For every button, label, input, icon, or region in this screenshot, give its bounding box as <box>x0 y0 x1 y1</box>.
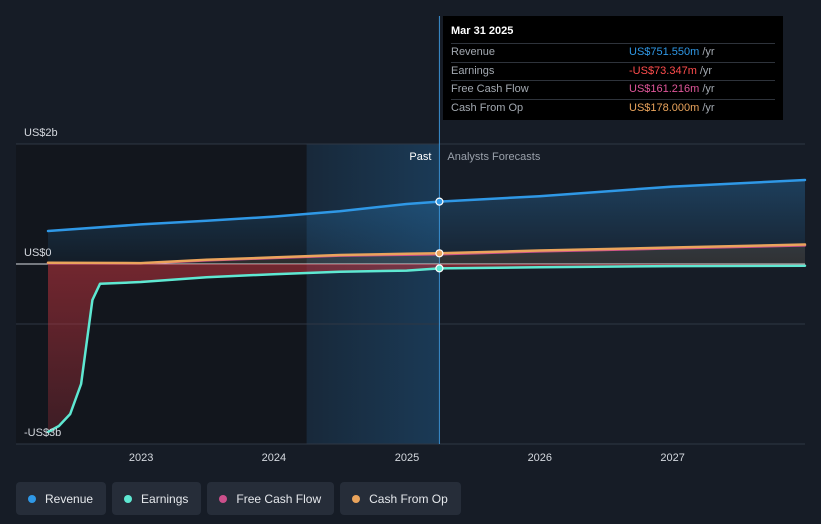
revenue-marker <box>435 197 444 206</box>
tooltip-row-cash-from-op: Cash From Op US$178.000m /yr <box>451 98 775 118</box>
x-tick-label: 2026 <box>528 452 552 464</box>
x-tick-label: 2027 <box>660 452 684 464</box>
legend-item-free-cash-flow[interactable]: Free Cash Flow <box>207 482 335 515</box>
tooltip-label: Cash From Op <box>451 101 524 114</box>
tooltip-value: -US$73.347m <box>629 64 697 77</box>
tooltip-row-earnings: Earnings -US$73.347m /yr <box>451 61 775 81</box>
legend-item-earnings[interactable]: Earnings <box>112 482 202 515</box>
legend-dot-icon <box>219 494 228 503</box>
tooltip-unit: /yr <box>699 64 713 77</box>
tooltip-date: Mar 31 2025 <box>451 25 514 37</box>
tooltip-value: US$161.216m <box>629 83 700 95</box>
y-tick-label: US$0 <box>24 247 52 259</box>
tooltip-label: Free Cash Flow <box>451 83 529 95</box>
tooltip-label: Revenue <box>451 46 496 58</box>
forecast-label: Analysts Forecasts <box>447 151 540 163</box>
tooltip-value: US$751.550m <box>629 46 700 58</box>
y-tick-label: US$2b <box>24 127 58 139</box>
tooltip: Mar 31 2025 Revenue US$751.550m /yr Earn… <box>443 16 783 120</box>
x-tick-label: 2025 <box>395 452 419 464</box>
tooltip-unit: /yr <box>702 46 715 58</box>
legend-label: Cash From Op <box>369 491 448 506</box>
past-highlight-region <box>306 144 440 444</box>
legend-dot-icon <box>352 494 361 503</box>
legend-dot-icon <box>124 494 133 503</box>
cash-from-op-marker <box>435 249 444 258</box>
earnings-line <box>46 264 807 434</box>
legend: Revenue Earnings Free Cash Flow Cash Fro… <box>16 482 461 515</box>
tooltip-unit: /yr <box>702 83 715 95</box>
tooltip-row-free-cash-flow: Free Cash Flow US$161.216m /yr <box>451 80 775 99</box>
cash-from-op-line <box>46 243 807 265</box>
legend-item-cash-from-op[interactable]: Cash From Op <box>340 482 461 515</box>
revenue-area <box>48 180 805 264</box>
legend-item-revenue[interactable]: Revenue <box>16 482 107 515</box>
tooltip-unit: /yr <box>702 101 715 114</box>
legend-label: Revenue <box>45 491 94 506</box>
legend-label: Earnings <box>141 491 189 506</box>
legend-label: Free Cash Flow <box>236 491 322 506</box>
tooltip-row-revenue: Revenue US$751.550m /yr <box>451 43 775 62</box>
tooltip-label: Earnings <box>451 64 495 77</box>
x-tick-label: 2024 <box>262 452 286 464</box>
earnings-marker <box>435 264 444 273</box>
x-tick-label: 2023 <box>129 452 153 464</box>
revenue-line <box>46 178 807 233</box>
y-tick-label: -US$3b <box>24 427 61 439</box>
legend-dot-icon <box>28 494 36 503</box>
past-label: Past <box>409 151 431 163</box>
tooltip-value: US$178.000m <box>629 101 700 114</box>
earnings-area <box>48 264 805 432</box>
